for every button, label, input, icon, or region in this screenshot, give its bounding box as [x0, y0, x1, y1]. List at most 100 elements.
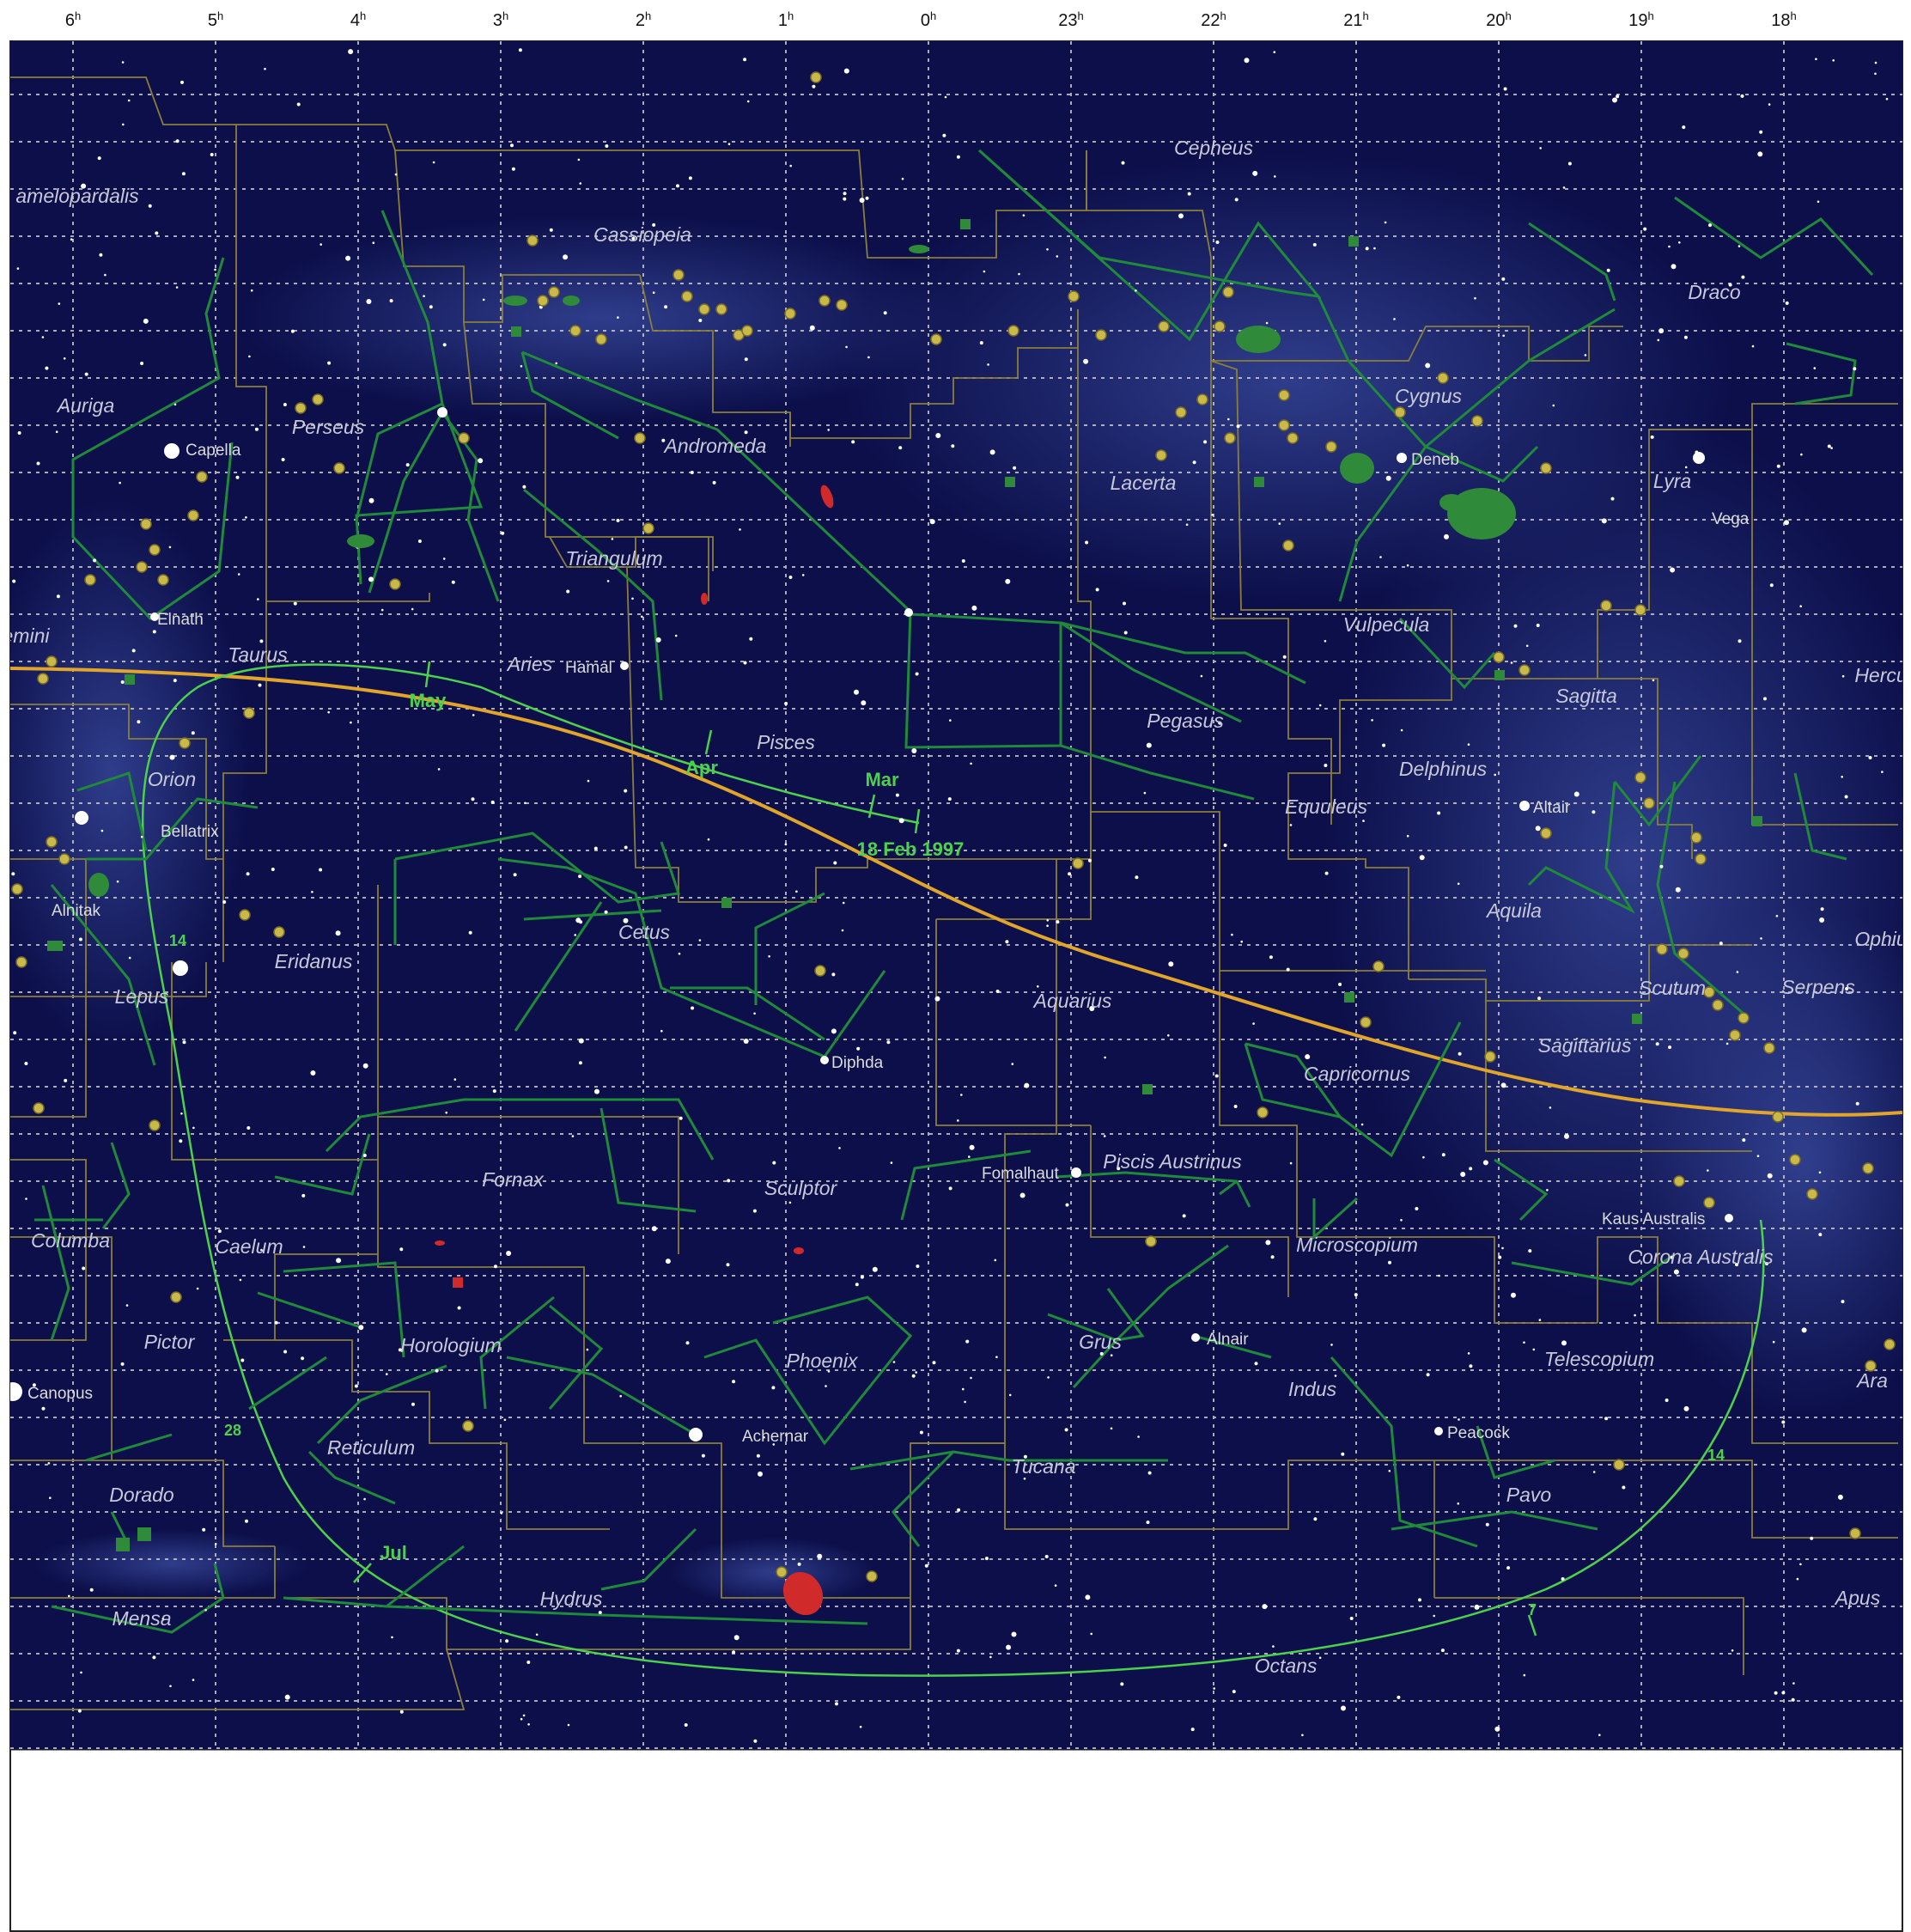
coordinate-grid — [10, 41, 1902, 1750]
constellation-label: Orion — [148, 768, 196, 790]
constellation-label: emini — [3, 625, 51, 647]
star-name-label: Peacock — [1447, 1424, 1510, 1442]
constellation-label: Ara — [1855, 1369, 1888, 1392]
comet-date-label: 18 Feb 1997 — [857, 838, 965, 860]
star-name-label: Alnair — [1207, 1331, 1249, 1349]
path-tick-labels: 14 28 14 7 — [169, 932, 1725, 1618]
constellation-label: Hercu — [1854, 664, 1908, 686]
constellation-label: Corona Australis — [1628, 1246, 1774, 1268]
star-name-label: Vega — [1712, 510, 1750, 528]
constellation-boundaries — [10, 76, 1898, 1710]
star-name-label: Bellatrix — [161, 823, 219, 841]
star-name-label: Capella — [186, 442, 241, 460]
ra-axis-labels: 6h 5h 4h 3h 2h 1h 0h 23h 22h 21h 20h 19h 18h — [65, 9, 1797, 30]
ra-label: 2h — [636, 9, 651, 30]
ra-label: 5h — [208, 9, 223, 30]
star-name-label: Canopus — [27, 1385, 93, 1403]
constellation-label: Sagittarius — [1538, 1034, 1632, 1057]
constellation-label: Dorado — [109, 1484, 174, 1506]
path-tick-number: 14 — [1707, 1447, 1725, 1464]
constellation-label: Indus — [1288, 1378, 1337, 1400]
constellation-label: Lacerta — [1111, 472, 1177, 494]
ra-label: 3h — [493, 9, 508, 30]
star-name-label: Fomalhaut — [982, 1165, 1059, 1183]
constellation-figures — [34, 149, 1874, 1634]
ra-label: 23h — [1058, 9, 1083, 30]
constellation-label: Vulpecula — [1343, 613, 1430, 636]
comet-date-label: Jul — [380, 1542, 407, 1563]
star-name-label: Deneb — [1411, 451, 1459, 469]
constellation-label: Serpens — [1781, 976, 1855, 998]
constellation-label: Aquarius — [1032, 990, 1112, 1012]
star-name-label: Hamal — [565, 659, 612, 677]
constellation-label: Caelum — [215, 1235, 283, 1258]
constellation-label: Scutum — [1639, 977, 1706, 999]
path-tick-number: 7 — [1528, 1601, 1537, 1618]
ra-label: 18h — [1771, 9, 1796, 30]
constellation-label: Cygnus — [1395, 385, 1462, 407]
ra-label: 4h — [350, 9, 366, 30]
constellation-label: Reticulum — [327, 1436, 415, 1459]
constellation-label: Sculptor — [764, 1177, 838, 1199]
star-labels: Capella Deneb Vega Elnath Hamal Bellatrix Alta… — [27, 442, 1750, 1446]
comet-path — [142, 663, 1765, 1677]
constellation-labels: amelopardalis Cassiopeia Cepheus Draco Aurig… — [3, 137, 1908, 1677]
constellation-label: Pavo — [1506, 1484, 1552, 1506]
comet-date-label: Apr — [685, 757, 718, 778]
constellation-label: Lyra — [1653, 470, 1691, 492]
star-name-label: Kaus Australis — [1602, 1210, 1705, 1228]
constellation-label: Octans — [1255, 1655, 1318, 1677]
constellation-label: Pictor — [144, 1331, 196, 1353]
constellation-label: Hydrus — [540, 1588, 603, 1610]
constellation-label: Columba — [31, 1229, 110, 1252]
constellation-label: Tucana — [1011, 1455, 1075, 1478]
ra-label: 1h — [778, 9, 794, 30]
constellation-label: Capricornus — [1304, 1063, 1410, 1085]
constellation-label: Perseus — [292, 416, 365, 438]
ra-label: 0h — [921, 9, 936, 30]
ra-label: 22h — [1201, 9, 1226, 30]
constellation-label: Mensa — [112, 1607, 171, 1630]
constellation-label: Pegasus — [1147, 710, 1224, 732]
constellation-label: Taurus — [228, 643, 288, 666]
constellation-label: Horologium — [400, 1334, 502, 1356]
ra-label: 20h — [1486, 9, 1511, 30]
constellation-label: Triangulum — [565, 547, 662, 570]
constellation-label: Fornax — [482, 1168, 545, 1191]
comet-path-labels: May Apr Mar 18 Feb 1997 Jul — [380, 690, 964, 1563]
constellation-label: Apus — [1834, 1587, 1881, 1609]
constellation-label: Microscopium — [1296, 1234, 1418, 1256]
constellation-label: Auriga — [56, 394, 114, 417]
star-name-label: Alnitak — [52, 902, 101, 920]
ra-label: 6h — [65, 9, 81, 30]
constellation-label: Cassiopeia — [593, 223, 691, 246]
constellation-label: Cetus — [618, 921, 671, 943]
comet-path-ticks — [353, 661, 1537, 1636]
nebulae-layer — [47, 219, 1762, 1551]
constellation-label: Ophiu — [1854, 928, 1908, 950]
ecliptic-line — [10, 667, 1902, 1117]
path-tick-number: 14 — [169, 932, 186, 949]
constellation-label: Grus — [1079, 1331, 1122, 1353]
star-name-label: Altair — [1533, 799, 1571, 817]
constellation-label: Telescopium — [1544, 1348, 1654, 1370]
constellation-label: Piscis Austrinus — [1103, 1150, 1242, 1173]
clusters-layer — [11, 71, 1896, 1582]
constellation-label: amelopardalis — [15, 185, 139, 207]
stars-layer — [10, 48, 1889, 1743]
constellation-label: Pisces — [757, 731, 815, 753]
constellation-label: Lepus — [115, 985, 169, 1008]
constellation-label: Equuleus — [1285, 795, 1367, 818]
comet-date-label: Mar — [865, 769, 899, 790]
constellation-label: Aries — [506, 653, 553, 675]
star-name-label: Diphda — [831, 1054, 884, 1072]
constellation-label: Eridanus — [275, 950, 353, 972]
constellation-label: Cepheus — [1174, 137, 1254, 159]
star-name-label: Elnath — [157, 611, 204, 629]
star-name-label: Achernar — [742, 1428, 809, 1446]
path-tick-number: 28 — [224, 1422, 241, 1439]
ra-label: 21h — [1343, 9, 1368, 30]
constellation-label: Delphinus — [1399, 758, 1488, 780]
constellation-label: Phoenix — [786, 1350, 859, 1372]
